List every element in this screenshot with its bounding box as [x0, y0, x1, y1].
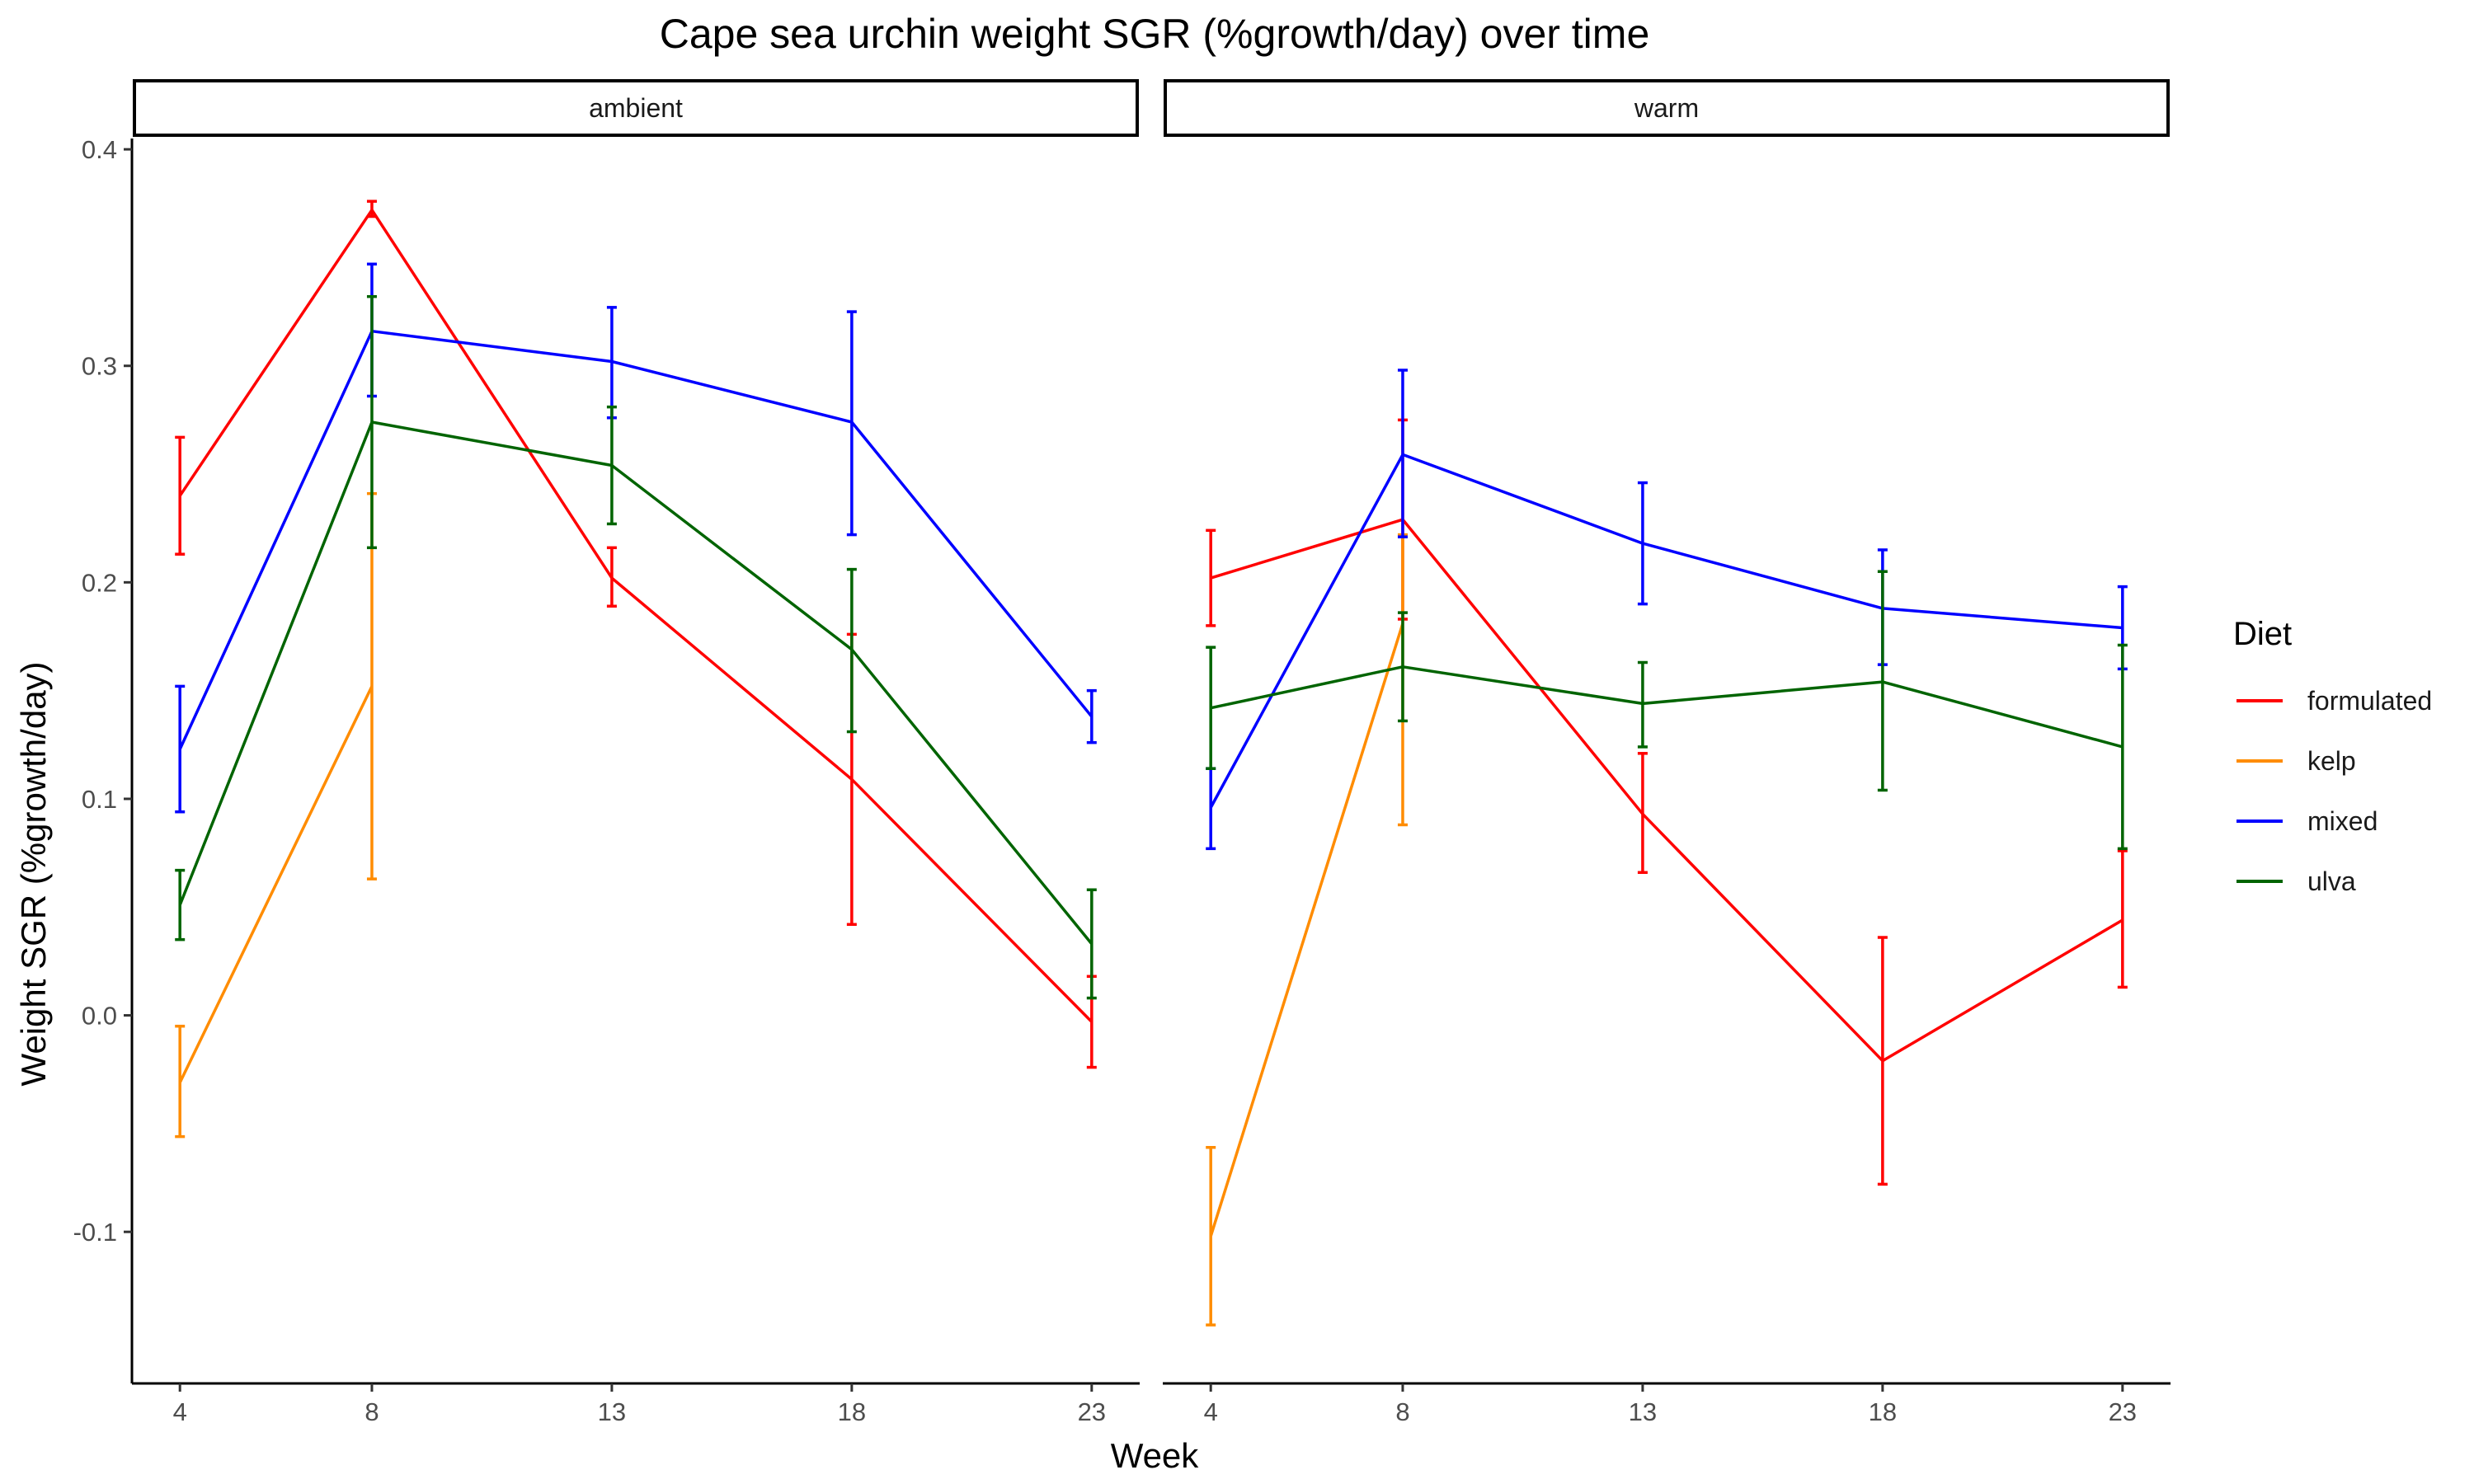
series-line: [1209, 622, 1404, 1237]
series-line: [1210, 518, 2124, 1063]
y-tick-label: 0.0: [82, 1002, 117, 1031]
legend-label-mixed: mixed: [2307, 806, 2378, 836]
x-axis-title: Week: [1111, 1436, 1200, 1475]
series-line: [178, 208, 1094, 1023]
facet-panels: ambient -0.1 0.0 0.1 0.2 0.3 0.4 4 8 13 18 23 warm 4 8…: [73, 79, 2171, 1426]
series-ulva: [175, 294, 1097, 1000]
series-line: [178, 685, 374, 1083]
x-tick-label: 4: [173, 1397, 187, 1426]
x-tick-label: 18: [1869, 1397, 1897, 1426]
y-axis-title: Weight SGR (%growth/day): [14, 661, 53, 1086]
x-tick-label: 23: [1078, 1397, 1106, 1426]
panel-ambient: ambient -0.1 0.0 0.1 0.2 0.3 0.4 4 8 13 18 23: [73, 79, 1140, 1426]
panel-warm: warm 4 8 13 18 23: [1163, 79, 2171, 1426]
y-tick-label: 0.1: [82, 785, 117, 814]
x-tick-label: 8: [365, 1397, 379, 1426]
facet-strip: [1164, 79, 2170, 137]
facet-strip-label: warm: [1634, 93, 1699, 123]
series-line: [178, 329, 1094, 750]
series-mixed: [175, 262, 1097, 814]
series-line: [178, 420, 1094, 946]
legend-label-formulated: formulated: [2307, 686, 2432, 716]
x-tick-label: 18: [838, 1397, 866, 1426]
series-ulva: [1206, 570, 2128, 851]
legend-label-ulva: ulva: [2307, 866, 2356, 896]
y-tick-label: -0.1: [73, 1218, 117, 1247]
x-tick-label: 13: [1629, 1397, 1657, 1426]
series-line: [1210, 665, 2124, 749]
x-tick-label: 13: [598, 1397, 626, 1426]
legend-title: Diet: [2233, 616, 2292, 652]
facet-strip-label: ambient: [589, 93, 683, 123]
x-tick-label: 4: [1204, 1397, 1218, 1426]
series-line: [1209, 453, 2123, 809]
y-tick-label: 0.3: [82, 352, 117, 381]
x-tick-label: 23: [2109, 1397, 2137, 1426]
series-kelp: [175, 491, 377, 1139]
legend-entries: formulated kelp mixed ulva: [2236, 686, 2432, 896]
y-tick-label: 0.2: [82, 568, 117, 597]
x-tick-label: 8: [1395, 1397, 1409, 1426]
legend-label-kelp: kelp: [2307, 746, 2356, 776]
facet-strip: [133, 79, 1139, 137]
chart-title: Cape sea urchin weight SGR (%growth/day)…: [660, 11, 1650, 57]
y-tick-label: 0.4: [82, 135, 117, 164]
legend: Diet formulated kelp mixed ulva: [2233, 616, 2432, 896]
